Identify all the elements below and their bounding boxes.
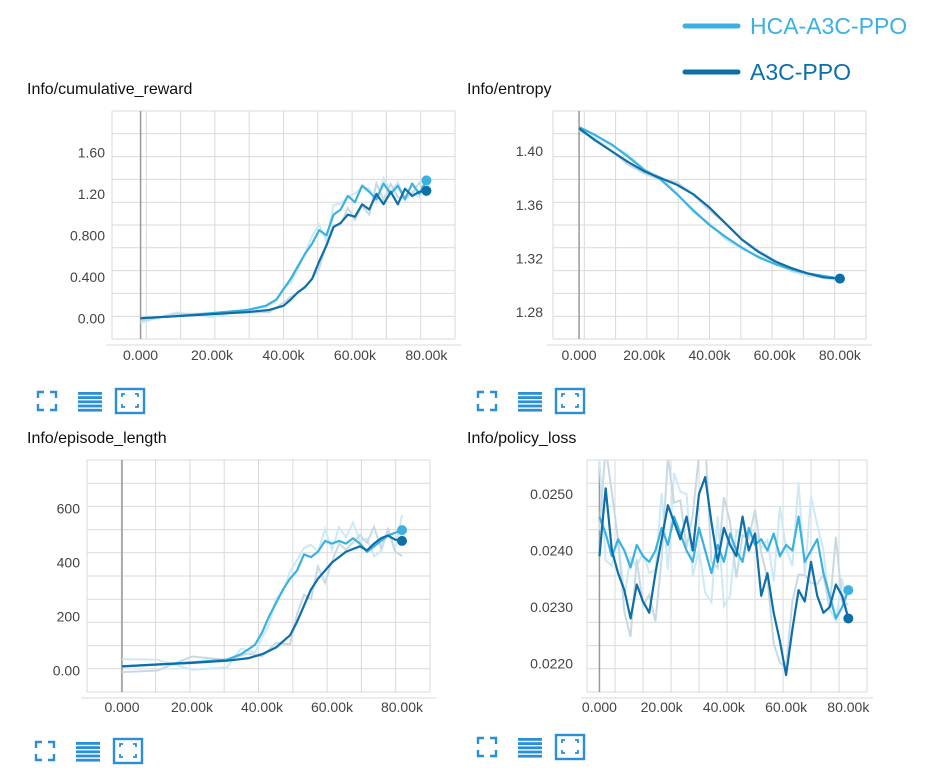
x-tick-label: 80.00k: [405, 347, 448, 363]
fit-domain-icon[interactable]: [554, 733, 586, 761]
panel-toolbar: [34, 737, 144, 765]
panel-toolbar: [476, 387, 586, 415]
y-tick-label: 400: [57, 555, 81, 571]
series-end-point: [421, 175, 432, 186]
data-table-icon[interactable]: [74, 740, 102, 764]
x-tick-label: 60.00k: [334, 347, 377, 363]
panel-entropy: Info/entropy 1.28 1.32 1.36 1.40 0.000 20.00k 4…: [467, 81, 872, 415]
x-tick-label: 60.00k: [765, 699, 808, 715]
x-tick-label: 20.00k: [641, 699, 684, 715]
grid: [552, 110, 867, 340]
y-tick-label: 1.32: [516, 251, 543, 267]
legend: HCA-A3C-PPO A3C-PPO: [682, 13, 907, 85]
y-tick-label: 0.0240: [530, 543, 573, 559]
x-tick-label: 40.00k: [262, 347, 305, 363]
x-tick-label: 40.00k: [703, 699, 746, 715]
grid: [86, 459, 431, 693]
panel-cumulative-reward: Info/cumulative_reward 0.00 0.400 0.800 1.20…: [27, 81, 461, 415]
panel-toolbar: [36, 387, 146, 415]
y-tick-label: 0.00: [53, 662, 80, 678]
series-end-point: [834, 273, 845, 284]
series-raw-line: [121, 515, 403, 671]
y-tick-label: 0.0220: [530, 656, 573, 672]
data-table-icon[interactable]: [516, 390, 544, 414]
fullscreen-icon[interactable]: [476, 736, 498, 758]
series-end-point: [421, 185, 432, 196]
y-tick-label: 1.40: [516, 143, 543, 159]
y-tick-label: 600: [57, 501, 81, 517]
y-tick-label: 1.60: [78, 144, 105, 160]
series-line-a3c: [121, 534, 403, 668]
panel-episode-length: Info/episode_length 0.00 200 400 600 0.000 20.…: [27, 430, 436, 765]
x-tick-label: 60.00k: [311, 699, 354, 715]
x-tick-label: 40.00k: [688, 347, 731, 363]
fit-domain-icon[interactable]: [554, 387, 586, 415]
series-raw-line: [598, 460, 849, 670]
fit-domain-icon[interactable]: [114, 387, 146, 415]
x-tick-label: 0.000: [562, 347, 597, 363]
y-tick-label: 0.800: [70, 227, 105, 243]
series-end-point: [397, 535, 407, 546]
fullscreen-icon[interactable]: [476, 390, 498, 412]
x-tick-label: 0.000: [582, 699, 617, 715]
y-tick-label: 0.00: [78, 310, 105, 326]
series-line-hca: [121, 529, 403, 668]
fit-domain-icon[interactable]: [112, 737, 144, 765]
x-tick-label: 20.00k: [191, 347, 234, 363]
y-tick-label: 1.28: [516, 304, 543, 320]
panel-toolbar: [476, 733, 586, 761]
x-tick-label: 60.00k: [754, 347, 797, 363]
fullscreen-icon[interactable]: [34, 740, 56, 762]
series-line-a3c: [140, 187, 427, 320]
series-end-point: [397, 525, 407, 536]
legend-label-a3c: A3C-PPO: [750, 59, 851, 85]
chart-panels: Info/cumulative_reward 0.00 0.400 0.800 1.20…: [27, 81, 873, 765]
x-tick-label: 20.00k: [171, 699, 214, 715]
y-tick-label: 0.0250: [530, 486, 573, 502]
data-table-icon[interactable]: [516, 736, 544, 760]
panel-title: Info/cumulative_reward: [27, 81, 192, 98]
series-line-hca: [140, 179, 428, 320]
x-tick-label: 40.00k: [241, 699, 284, 715]
data-table-icon[interactable]: [76, 390, 104, 414]
y-tick-label: 0.0230: [530, 599, 573, 615]
legend-label-hca: HCA-A3C-PPO: [750, 13, 907, 39]
x-tick-label: 0.000: [123, 347, 158, 363]
x-tick-label: 80.00k: [819, 347, 862, 363]
x-tick-label: 80.00k: [381, 699, 424, 715]
series-line-a3c: [578, 127, 841, 280]
grid: [111, 110, 456, 340]
series-raw-line: [598, 460, 850, 625]
fullscreen-icon[interactable]: [36, 390, 58, 412]
x-tick-label: 20.00k: [623, 347, 666, 363]
series-end-point: [843, 585, 854, 596]
panel-title: Info/episode_length: [27, 430, 167, 447]
series-line-hca: [598, 515, 850, 620]
panel-title: Info/entropy: [467, 81, 552, 98]
y-tick-label: 1.36: [516, 197, 543, 213]
x-tick-label: 80.00k: [827, 699, 870, 715]
panel-policy-loss: Info/policy_loss 0.0220 0.0230 0.0240 0.0250…: [467, 430, 873, 761]
y-tick-label: 0.400: [70, 269, 105, 285]
y-tick-label: 200: [57, 608, 81, 624]
x-tick-label: 0.000: [104, 699, 139, 715]
series-end-point: [843, 613, 854, 624]
y-tick-label: 1.20: [78, 186, 105, 202]
panel-title: Info/policy_loss: [467, 430, 576, 447]
series-line-a3c: [598, 475, 850, 677]
